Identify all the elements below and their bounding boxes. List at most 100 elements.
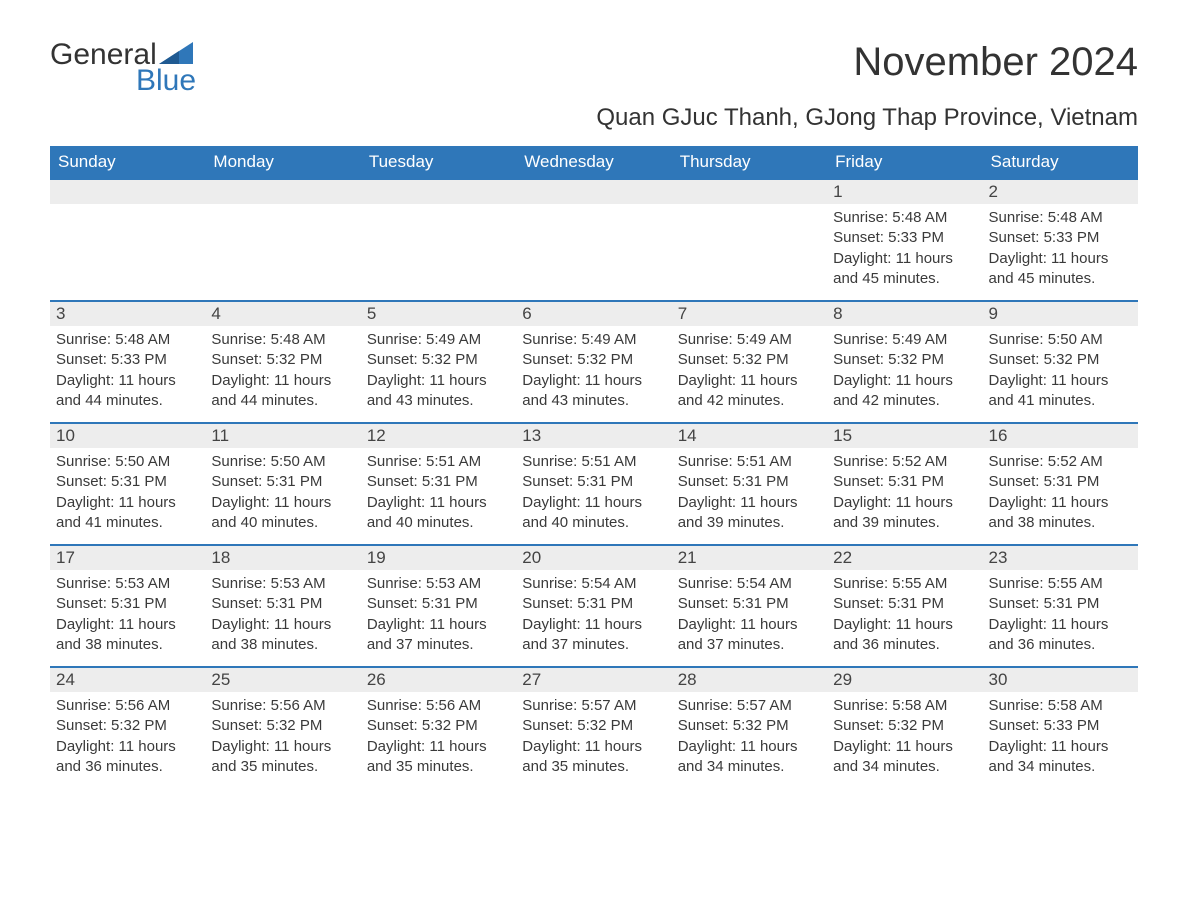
calendar-cell: 4Sunrise: 5:48 AMSunset: 5:32 PMDaylight…: [205, 300, 360, 422]
day-number-bar: 18: [205, 544, 360, 570]
sunrise-text: Sunrise: 5:49 AM: [522, 330, 665, 350]
day-body: Sunrise: 5:49 AMSunset: 5:32 PMDaylight:…: [827, 326, 982, 415]
day-number-bar: 6: [516, 300, 671, 326]
sunset-text: Sunset: 5:31 PM: [522, 594, 665, 614]
weekday-header: Tuesday: [361, 146, 516, 178]
day-body: Sunrise: 5:51 AMSunset: 5:31 PMDaylight:…: [361, 448, 516, 537]
calendar-cell: 14Sunrise: 5:51 AMSunset: 5:31 PMDayligh…: [672, 422, 827, 544]
sunset-text: Sunset: 5:32 PM: [367, 350, 510, 370]
daylight-text: Daylight: 11 hours and 34 minutes.: [833, 737, 976, 778]
sunset-text: Sunset: 5:31 PM: [211, 594, 354, 614]
sunset-text: Sunset: 5:32 PM: [522, 716, 665, 736]
sunrise-text: Sunrise: 5:55 AM: [833, 574, 976, 594]
daylight-text: Daylight: 11 hours and 40 minutes.: [211, 493, 354, 534]
daylight-text: Daylight: 11 hours and 41 minutes.: [989, 371, 1132, 412]
logo: General Blue: [50, 40, 196, 96]
calendar-cell: 28Sunrise: 5:57 AMSunset: 5:32 PMDayligh…: [672, 666, 827, 788]
daylight-text: Daylight: 11 hours and 40 minutes.: [367, 493, 510, 534]
sunset-text: Sunset: 5:31 PM: [678, 472, 821, 492]
sunrise-text: Sunrise: 5:52 AM: [989, 452, 1132, 472]
day-body: Sunrise: 5:52 AMSunset: 5:31 PMDaylight:…: [983, 448, 1138, 537]
daylight-text: Daylight: 11 hours and 36 minutes.: [56, 737, 199, 778]
day-number-bar: 29: [827, 666, 982, 692]
day-number-bar: 21: [672, 544, 827, 570]
calendar-cell: [361, 178, 516, 300]
daylight-text: Daylight: 11 hours and 36 minutes.: [833, 615, 976, 656]
sunrise-text: Sunrise: 5:54 AM: [678, 574, 821, 594]
calendar-cell: 23Sunrise: 5:55 AMSunset: 5:31 PMDayligh…: [983, 544, 1138, 666]
calendar-cell: 30Sunrise: 5:58 AMSunset: 5:33 PMDayligh…: [983, 666, 1138, 788]
weekday-header: Sunday: [50, 146, 205, 178]
day-body: Sunrise: 5:48 AMSunset: 5:33 PMDaylight:…: [50, 326, 205, 415]
day-number-bar: [50, 178, 205, 204]
sunset-text: Sunset: 5:32 PM: [833, 350, 976, 370]
sunrise-text: Sunrise: 5:48 AM: [989, 208, 1132, 228]
calendar-cell: 11Sunrise: 5:50 AMSunset: 5:31 PMDayligh…: [205, 422, 360, 544]
sunset-text: Sunset: 5:31 PM: [367, 472, 510, 492]
day-number-bar: 12: [361, 422, 516, 448]
daylight-text: Daylight: 11 hours and 39 minutes.: [833, 493, 976, 534]
sunset-text: Sunset: 5:32 PM: [211, 350, 354, 370]
calendar-cell: 9Sunrise: 5:50 AMSunset: 5:32 PMDaylight…: [983, 300, 1138, 422]
weekday-header-row: SundayMondayTuesdayWednesdayThursdayFrid…: [50, 146, 1138, 178]
calendar-cell: [672, 178, 827, 300]
sunset-text: Sunset: 5:31 PM: [522, 472, 665, 492]
sunset-text: Sunset: 5:32 PM: [678, 716, 821, 736]
sunset-text: Sunset: 5:32 PM: [522, 350, 665, 370]
day-number-bar: 2: [983, 178, 1138, 204]
sunrise-text: Sunrise: 5:51 AM: [367, 452, 510, 472]
daylight-text: Daylight: 11 hours and 43 minutes.: [367, 371, 510, 412]
daylight-text: Daylight: 11 hours and 37 minutes.: [678, 615, 821, 656]
day-number-bar: 13: [516, 422, 671, 448]
day-number-bar: 1: [827, 178, 982, 204]
day-number-bar: [672, 178, 827, 204]
page-title: November 2024: [853, 40, 1138, 85]
sunset-text: Sunset: 5:31 PM: [211, 472, 354, 492]
sunset-text: Sunset: 5:31 PM: [989, 472, 1132, 492]
sunrise-text: Sunrise: 5:53 AM: [211, 574, 354, 594]
calendar-cell: 3Sunrise: 5:48 AMSunset: 5:33 PMDaylight…: [50, 300, 205, 422]
sunset-text: Sunset: 5:32 PM: [56, 716, 199, 736]
calendar-cell: 22Sunrise: 5:55 AMSunset: 5:31 PMDayligh…: [827, 544, 982, 666]
day-body: Sunrise: 5:48 AMSunset: 5:33 PMDaylight:…: [827, 204, 982, 293]
daylight-text: Daylight: 11 hours and 35 minutes.: [522, 737, 665, 778]
day-body: Sunrise: 5:58 AMSunset: 5:33 PMDaylight:…: [983, 692, 1138, 781]
sunset-text: Sunset: 5:33 PM: [56, 350, 199, 370]
sunrise-text: Sunrise: 5:56 AM: [211, 696, 354, 716]
sunrise-text: Sunrise: 5:57 AM: [522, 696, 665, 716]
day-number-bar: 5: [361, 300, 516, 326]
day-number-bar: 7: [672, 300, 827, 326]
calendar-cell: 24Sunrise: 5:56 AMSunset: 5:32 PMDayligh…: [50, 666, 205, 788]
daylight-text: Daylight: 11 hours and 38 minutes.: [989, 493, 1132, 534]
daylight-text: Daylight: 11 hours and 44 minutes.: [56, 371, 199, 412]
calendar-cell: 27Sunrise: 5:57 AMSunset: 5:32 PMDayligh…: [516, 666, 671, 788]
day-number-bar: 11: [205, 422, 360, 448]
day-body: Sunrise: 5:49 AMSunset: 5:32 PMDaylight:…: [672, 326, 827, 415]
calendar-week-row: 24Sunrise: 5:56 AMSunset: 5:32 PMDayligh…: [50, 666, 1138, 788]
sunset-text: Sunset: 5:31 PM: [678, 594, 821, 614]
calendar-cell: [205, 178, 360, 300]
calendar-week-row: 10Sunrise: 5:50 AMSunset: 5:31 PMDayligh…: [50, 422, 1138, 544]
sunrise-text: Sunrise: 5:51 AM: [522, 452, 665, 472]
daylight-text: Daylight: 11 hours and 40 minutes.: [522, 493, 665, 534]
sunrise-text: Sunrise: 5:49 AM: [678, 330, 821, 350]
daylight-text: Daylight: 11 hours and 36 minutes.: [989, 615, 1132, 656]
calendar-cell: 25Sunrise: 5:56 AMSunset: 5:32 PMDayligh…: [205, 666, 360, 788]
weekday-header: Wednesday: [516, 146, 671, 178]
day-body: Sunrise: 5:50 AMSunset: 5:31 PMDaylight:…: [50, 448, 205, 537]
day-number-bar: 23: [983, 544, 1138, 570]
sunrise-text: Sunrise: 5:49 AM: [833, 330, 976, 350]
day-number-bar: 26: [361, 666, 516, 692]
day-number-bar: [516, 178, 671, 204]
daylight-text: Daylight: 11 hours and 34 minutes.: [678, 737, 821, 778]
day-body: Sunrise: 5:55 AMSunset: 5:31 PMDaylight:…: [983, 570, 1138, 659]
calendar-cell: 29Sunrise: 5:58 AMSunset: 5:32 PMDayligh…: [827, 666, 982, 788]
day-body: Sunrise: 5:49 AMSunset: 5:32 PMDaylight:…: [361, 326, 516, 415]
logo-word2: Blue: [50, 66, 196, 96]
calendar-week-row: 17Sunrise: 5:53 AMSunset: 5:31 PMDayligh…: [50, 544, 1138, 666]
daylight-text: Daylight: 11 hours and 37 minutes.: [367, 615, 510, 656]
daylight-text: Daylight: 11 hours and 45 minutes.: [833, 249, 976, 290]
sunset-text: Sunset: 5:32 PM: [678, 350, 821, 370]
day-body: Sunrise: 5:57 AMSunset: 5:32 PMDaylight:…: [516, 692, 671, 781]
day-number-bar: 17: [50, 544, 205, 570]
